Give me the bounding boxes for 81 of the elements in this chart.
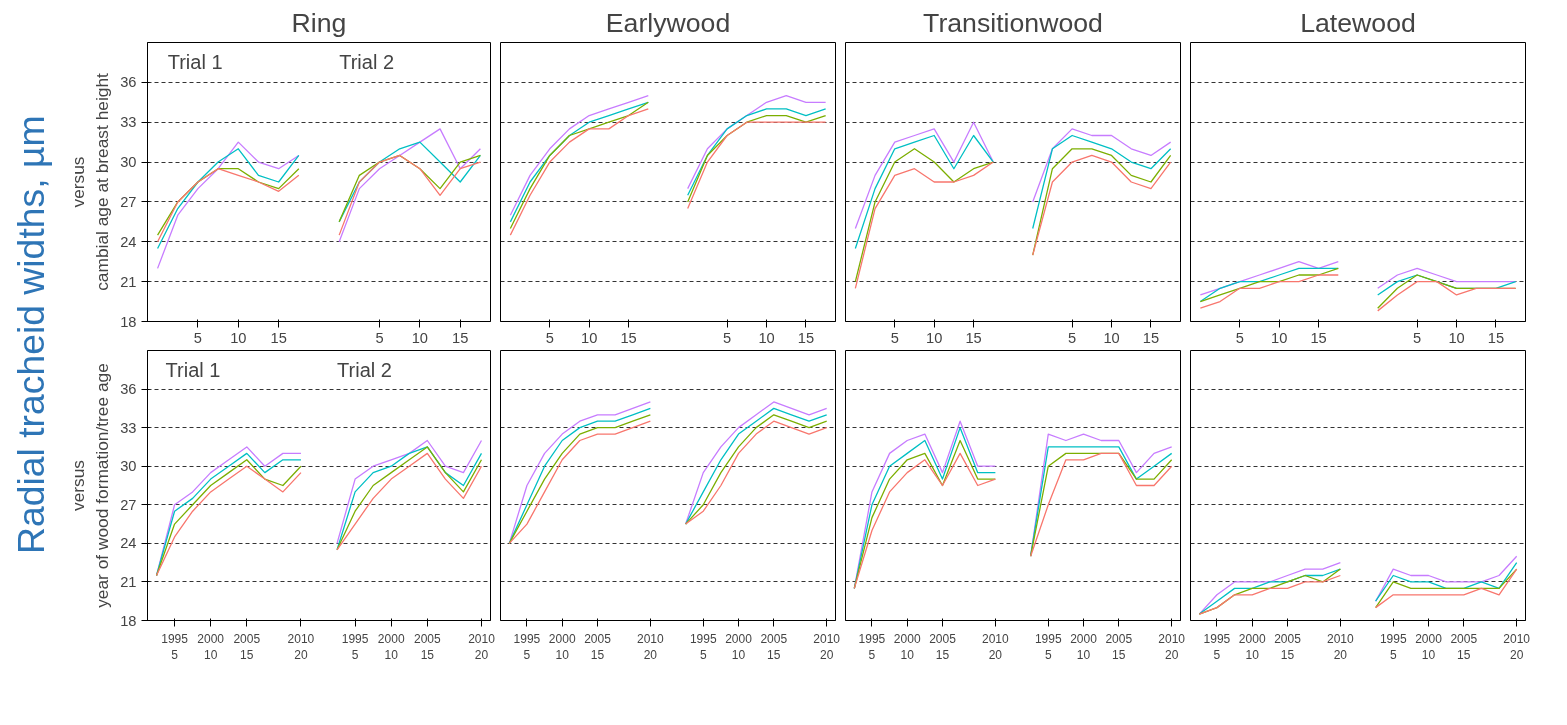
- chart-title: Transitionwood: [923, 7, 1103, 38]
- text: Radial tracheid widths, µm: [9, 115, 53, 555]
- x-tick-label: 10: [1271, 329, 1288, 346]
- x-tick-label: 2000 10: [1070, 631, 1098, 663]
- x-tick-label: 5: [193, 329, 203, 346]
- x-tick-label: 10: [1448, 329, 1465, 346]
- x-tick-label: 10: [1103, 329, 1120, 346]
- x-tick-label: 1995 5: [513, 631, 541, 663]
- x-tick-label: 2005 15: [413, 631, 441, 663]
- annotation: Trial 2: [337, 358, 392, 381]
- x-tick-label: 2010 20: [982, 631, 1010, 663]
- y-tick-label: 24: [120, 535, 137, 552]
- x-tick-label: 10: [230, 329, 247, 346]
- x-tick-label: 2005 15: [1274, 631, 1302, 663]
- x-tick-label: 2010 20: [813, 631, 841, 663]
- x-tick-label: 15: [270, 329, 287, 346]
- x-tick-label: 2000 10: [548, 631, 576, 663]
- x-tick-label: 1995 5: [161, 631, 189, 663]
- y-tick-label: 30: [120, 458, 137, 475]
- x-tick-label: 2010 20: [1158, 631, 1186, 663]
- x-tick-label: 1995 5: [1379, 631, 1407, 663]
- chart-title: Latewood: [1300, 7, 1416, 38]
- x-tick-label: 2005 15: [1450, 631, 1478, 663]
- x-tick-label: 10: [411, 329, 429, 346]
- x-tick-label: 10: [926, 329, 943, 346]
- y-tick-label: 27: [120, 193, 137, 210]
- y-tick-label: 18: [120, 612, 137, 629]
- y-axis-title: versus year of wood formation/tree age: [68, 363, 113, 608]
- x-tick-label: 15: [1142, 329, 1160, 346]
- x-tick-label: 5: [1235, 329, 1244, 346]
- y-tick-label: 33: [120, 114, 137, 131]
- y-tick-label: 24: [120, 233, 137, 250]
- x-tick-label: 2000 10: [1415, 631, 1443, 663]
- x-tick-label: 15: [620, 329, 637, 346]
- y-tick-label: 18: [120, 313, 137, 330]
- x-tick-label: 5: [890, 329, 899, 346]
- x-tick-label: 2005 15: [584, 631, 612, 663]
- y-tick-label: 30: [120, 154, 137, 171]
- x-tick-label: 1995 5: [858, 631, 886, 663]
- annotation: Trial 2: [339, 51, 394, 74]
- y-tick-label: 36: [120, 74, 137, 91]
- y-tick-label: 27: [120, 496, 137, 513]
- x-tick-label: 2010 20: [287, 631, 315, 663]
- x-tick-label: 2005 15: [1105, 631, 1133, 663]
- x-tick-label: 15: [1487, 329, 1505, 346]
- x-tick-label: 2005 15: [233, 631, 261, 663]
- x-tick-label: 2010 20: [468, 631, 496, 663]
- x-tick-label: 2010 20: [1503, 631, 1531, 663]
- y-axis-title: versus cambial age at breast height: [68, 72, 113, 291]
- chart-title: Earlywood: [605, 7, 731, 38]
- x-tick-label: 2000 10: [725, 631, 753, 663]
- y-tick-label: 21: [120, 273, 137, 290]
- x-tick-label: 5: [723, 329, 732, 346]
- x-tick-label: 2000 10: [197, 631, 225, 663]
- x-tick-label: 10: [581, 329, 598, 346]
- x-tick-label: 1995 5: [689, 631, 717, 663]
- x-tick-label: 2000 10: [893, 631, 921, 663]
- x-tick-label: 15: [797, 329, 815, 346]
- x-tick-label: 5: [375, 329, 384, 346]
- x-tick-label: 2005 15: [929, 631, 957, 663]
- x-tick-label: 15: [1310, 329, 1327, 346]
- chart-title: Ring: [291, 7, 347, 38]
- y-tick-label: 21: [120, 573, 137, 590]
- x-tick-label: 5: [1413, 329, 1422, 346]
- x-tick-label: 15: [965, 329, 982, 346]
- x-tick-label: 5: [1068, 329, 1077, 346]
- x-tick-label: 2000 10: [377, 631, 405, 663]
- y-tick-label: 33: [120, 419, 137, 436]
- x-tick-label: 2010 20: [637, 631, 665, 663]
- x-tick-label: 1995 5: [1034, 631, 1062, 663]
- x-tick-label: 1995 5: [1203, 631, 1231, 663]
- x-tick-label: 1995 5: [341, 631, 369, 663]
- x-tick-label: 2010 20: [1327, 631, 1355, 663]
- y-tick-label: 36: [120, 381, 137, 398]
- annotation: Trial 1: [167, 51, 223, 74]
- x-tick-label: 2000 10: [1238, 631, 1266, 663]
- x-tick-label: 2005 15: [760, 631, 788, 663]
- x-tick-label: 10: [758, 329, 775, 346]
- x-tick-label: 15: [452, 329, 469, 346]
- annotation: Trial 1: [165, 358, 221, 381]
- x-tick-label: 5: [545, 329, 554, 346]
